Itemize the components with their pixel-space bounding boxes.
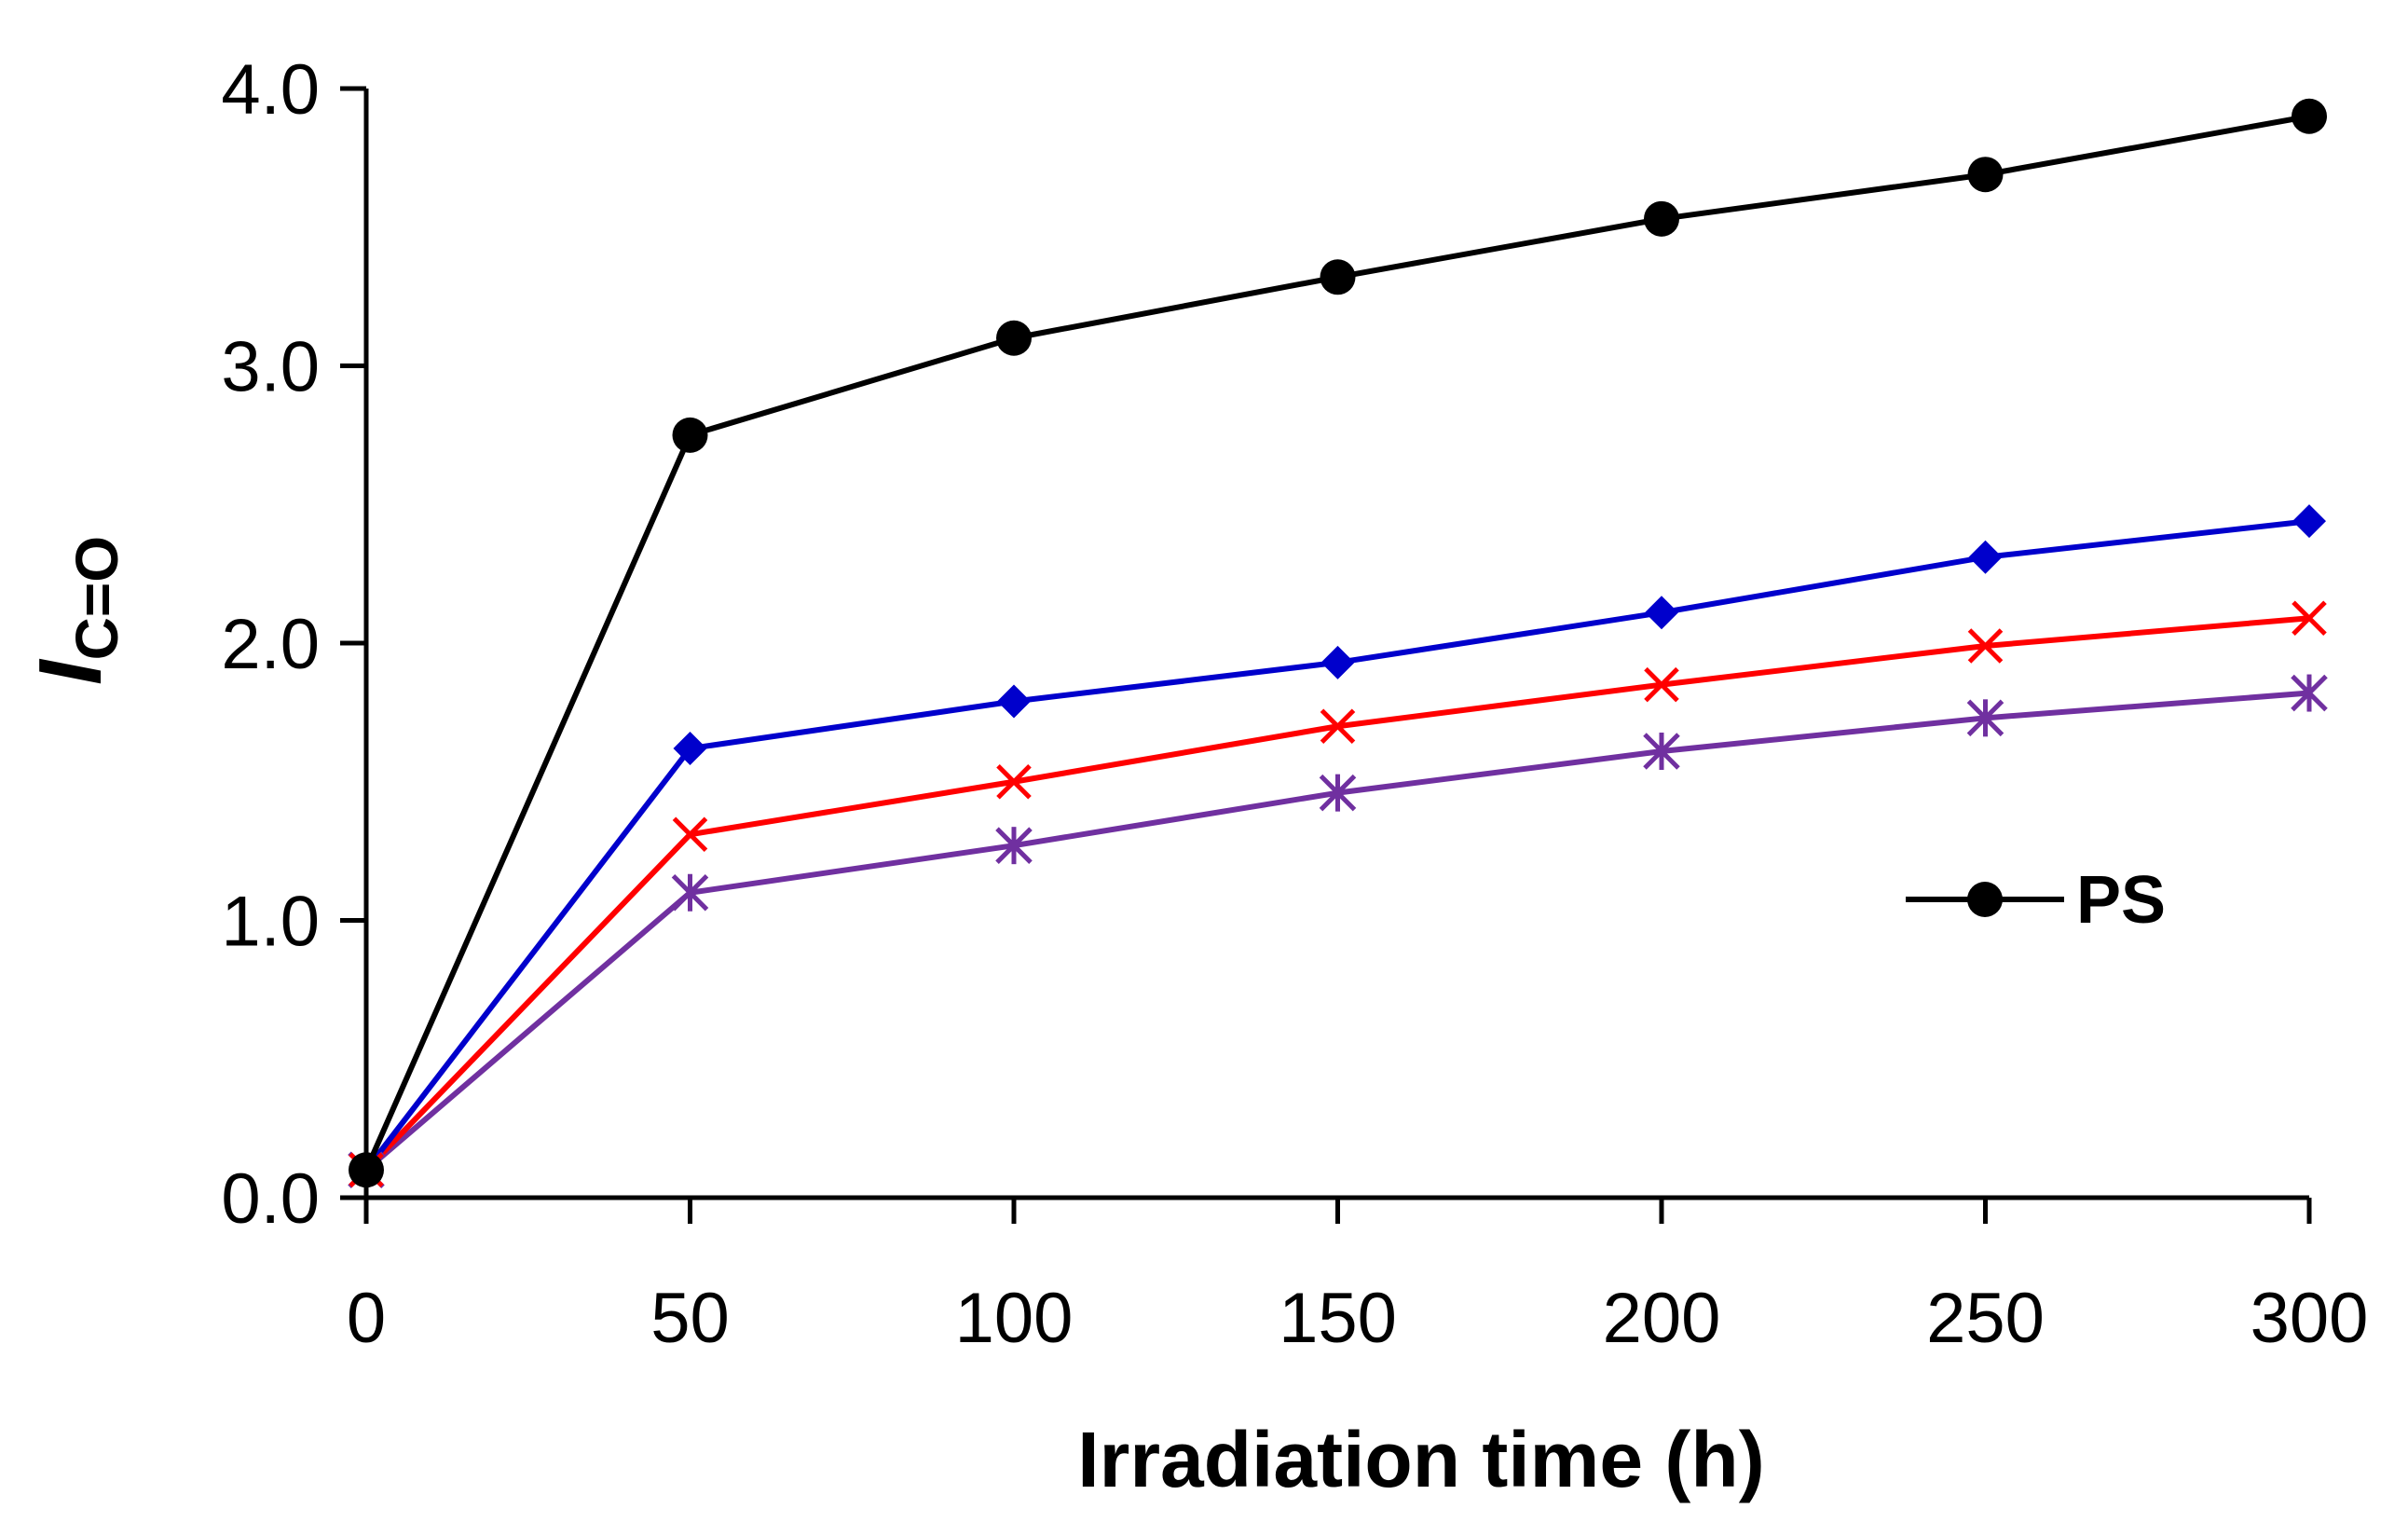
data-point-series-3: [1320, 708, 1356, 745]
legend-marker: [1967, 882, 2003, 917]
data-point-series-2: [1968, 540, 2003, 574]
x-tick-label: 150: [1279, 1279, 1397, 1358]
y-tick-label: 3.0: [221, 328, 320, 407]
data-point-series-2: [2292, 504, 2326, 539]
data-point-series-4: [671, 873, 709, 912]
data-point-series-4: [1319, 774, 1357, 812]
data-point-series-1: [996, 320, 1032, 356]
x-tick-label: 100: [955, 1279, 1074, 1358]
legend-label: PS: [2076, 863, 2166, 938]
data-point-series-2: [673, 732, 707, 766]
y-tick-label: 2.0: [221, 605, 320, 684]
data-point-series-3: [996, 763, 1032, 800]
y-tick-label: 4.0: [221, 50, 320, 130]
data-point-series-2: [997, 684, 1031, 719]
svg-text:IC=O: IC=O: [21, 536, 130, 685]
data-point-series-1: [1644, 200, 1679, 237]
y-axis-title-main: I: [21, 658, 120, 685]
y-axis-title-sub: C=O: [63, 536, 130, 660]
legend: PS: [1906, 863, 2166, 938]
data-point-series-3: [672, 816, 708, 853]
data-point-series-3: [2292, 600, 2327, 636]
x-tick-label: 50: [650, 1279, 730, 1358]
data-point-series-4: [1643, 733, 1680, 771]
series-line-3: [363, 615, 2310, 1173]
series-line-4: [364, 690, 2310, 1173]
data-point-series-2: [1645, 596, 1678, 630]
x-axis-title: Irradiation time (h): [1077, 1416, 1764, 1503]
data-point-series-4: [1966, 699, 2004, 737]
data-point-series-3: [1644, 666, 1679, 703]
y-tick-label: 0.0: [221, 1159, 320, 1239]
series-markers: [348, 98, 2328, 1189]
y-axis-title: IC=O: [21, 536, 130, 685]
data-point-series-1: [2292, 98, 2327, 134]
data-point-series-1: [1967, 157, 2004, 193]
data-point-series-1: [1320, 259, 1356, 295]
x-tick-label: 300: [2251, 1279, 2369, 1358]
x-tick-label: 250: [1926, 1279, 2045, 1358]
data-point-series-1: [672, 417, 708, 453]
tick-labels: 0.0 1.0 2.0 3.0 4.0 0 50 100 150 200 250 300: [221, 50, 2368, 1358]
data-point-series-2: [1320, 645, 1355, 679]
x-tick-label: 0: [347, 1279, 386, 1358]
axes: [340, 86, 2312, 1224]
data-point-series-4: [995, 827, 1033, 865]
y-tick-label: 1.0: [221, 883, 320, 962]
data-point-series-3: [1967, 628, 2004, 664]
series-line-2: [363, 518, 2310, 1173]
data-point-series-4: [2291, 674, 2328, 712]
x-tick-label: 200: [1603, 1279, 1721, 1358]
